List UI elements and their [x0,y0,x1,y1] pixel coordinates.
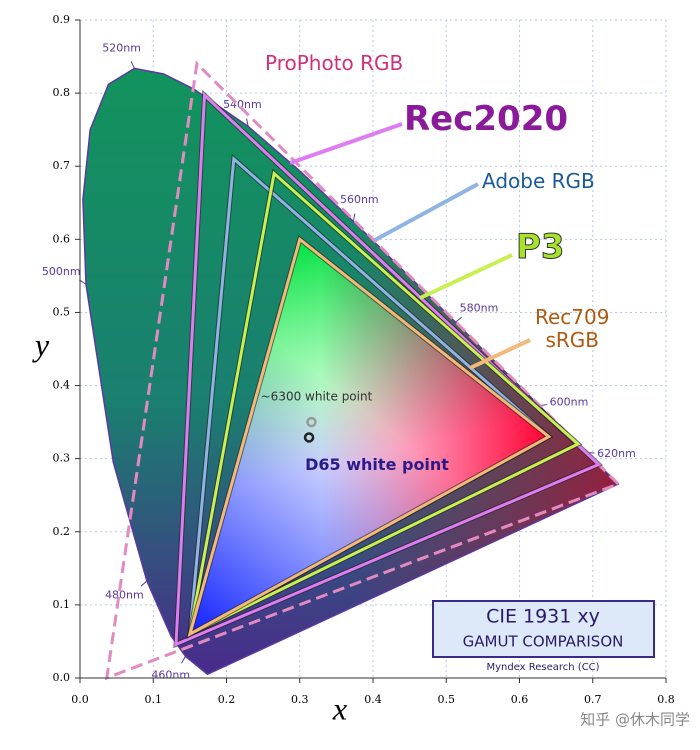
y-tick-label: 0.3 [53,452,71,465]
white-point-label: D65 white point [305,455,449,474]
callout-line [419,253,513,300]
x-tick-label: 0.8 [657,693,675,706]
gamut-color [189,239,549,635]
box-credit: Myndex Research (CC) [486,662,599,673]
x-tick-label: 0.4 [364,693,382,706]
x-tick-label: 0.5 [438,693,456,706]
y-tick-label: 0.0 [53,671,71,684]
box-subtitle: GAMUT COMPARISON [463,633,624,651]
y-tick-label: 0.8 [53,86,71,99]
y-tick-label: 0.2 [53,525,71,538]
gamut-label: P3 [516,227,566,267]
gamut-triangle [187,236,552,638]
wavelength-label: 560nm [340,193,379,206]
y-tick-label: 0.4 [53,379,71,392]
x-tick-label: 0.2 [218,693,236,706]
white-point [306,416,317,428]
wavelength-label: 460nm [151,668,190,681]
wavelength-tick [352,213,356,222]
box-title: CIE 1931 xy [486,606,600,628]
wavelength-label: 480nm [105,589,144,602]
white-point [303,432,315,443]
wavelength-label: 600nm [550,396,589,409]
gamut-label: ProPhoto RGB [265,51,404,75]
y-tick-label: 0.1 [53,598,71,611]
callout-line [289,122,403,165]
x-tick-label: 0.0 [71,693,89,706]
gamut-triangle [104,60,621,681]
gamut-label: Rec709 sRGB [535,305,610,352]
wavelength-tick [140,580,148,587]
wavelength-tick [455,316,463,323]
gamut-triangle [187,170,581,637]
wavelength-label: 500nm [42,265,81,278]
y-axis-label: y [32,326,50,362]
wavelength-tick [130,60,135,69]
x-tick-label: 0.6 [511,693,529,706]
wavelength-label: 520nm [102,42,141,55]
gamut-triangle [174,91,602,647]
watermark: 知乎 @休木同学 [580,711,690,729]
x-tick-label: 0.7 [584,693,602,706]
wavelength-tick [181,656,186,664]
axes: 0.0 0.1 0.2 0.3 0.4 0.5 0.6 0.7 0.8 0.0 0.1 0.2 0.3 0… [53,13,675,706]
y-tick-label: 0.5 [53,305,71,318]
callout-line [374,182,479,242]
y-tick-label: 0.9 [53,13,71,26]
callout-line [469,338,531,370]
gamut-label: Adobe RGB [482,169,595,193]
wavelength-tick [246,118,249,127]
x-axis-label: x [332,690,347,726]
wavelength-label: 620nm [597,447,636,460]
x-tick-label: 0.1 [145,693,163,706]
wavelength-label: 580nm [460,302,499,315]
gamut-label: Rec2020 [404,99,569,139]
wavelength-tick [79,279,87,285]
plot: 460nm480nm500nm520nm540nm560nm580nm600nm… [42,42,636,682]
title-box [432,600,655,658]
x-tick-label: 0.3 [291,693,309,706]
y-tick-label: 0.6 [53,232,71,245]
y-tick-label: 0.7 [53,159,71,172]
white-point-label: ~6300 white point [261,390,373,404]
